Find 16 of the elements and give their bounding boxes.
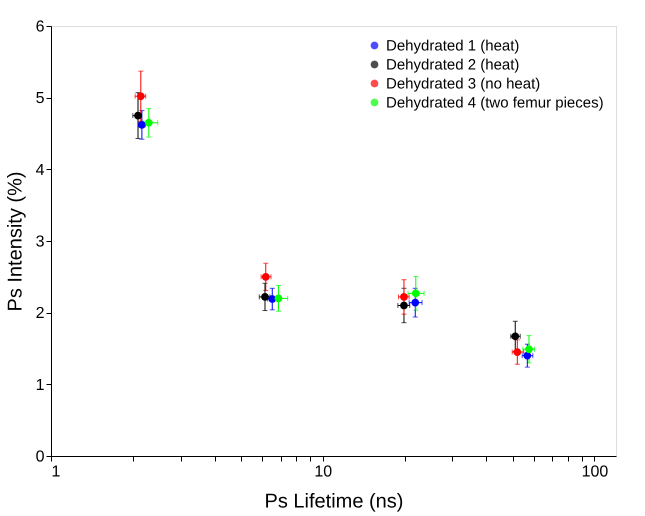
legend-label: Dehydrated 2 (heat) [386, 56, 520, 74]
y-tick-label: 3 [36, 234, 45, 250]
y-tick-label: 0 [36, 448, 45, 466]
x-tick-label: 1 [52, 464, 60, 480]
y-tick-label: 5 [36, 90, 45, 108]
x-tick-label: 100 [582, 464, 608, 480]
x-tick-label: 10 [314, 464, 332, 480]
y-tick-label: 4 [36, 162, 45, 179]
x-axis-title: Ps Lifetime (ns) [264, 490, 404, 512]
y-tick-label: 6 [36, 18, 45, 36]
legend-label: Dehydrated 1 (heat) [386, 38, 520, 54]
y-tick-label: 2 [36, 305, 45, 322]
legend-label: Dehydrated 3 (no heat) [386, 76, 540, 92]
y-axis-title: Ps Intensity (%) [4, 171, 27, 312]
legend-label: Dehydrated 4 (two femur pieces) [386, 94, 604, 112]
y-tick-label: 1 [36, 376, 45, 394]
